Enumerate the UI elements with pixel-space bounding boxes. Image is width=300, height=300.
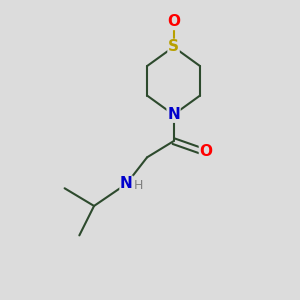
Text: N: N	[167, 107, 180, 122]
Text: N: N	[120, 176, 133, 191]
Text: O: O	[200, 144, 212, 159]
Text: H: H	[134, 179, 143, 192]
Text: S: S	[168, 39, 179, 54]
Text: O: O	[167, 14, 180, 29]
